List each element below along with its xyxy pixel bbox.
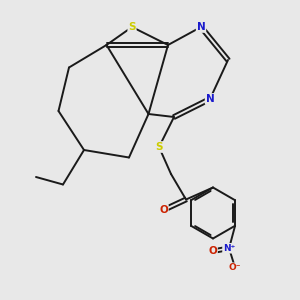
Text: N: N: [196, 22, 206, 32]
Text: N⁺: N⁺: [223, 244, 235, 253]
Text: O: O: [208, 246, 217, 256]
Text: S: S: [128, 22, 136, 32]
Text: O⁻: O⁻: [229, 263, 241, 272]
Text: O: O: [159, 205, 168, 215]
Text: S: S: [155, 142, 163, 152]
Text: N: N: [206, 94, 214, 104]
